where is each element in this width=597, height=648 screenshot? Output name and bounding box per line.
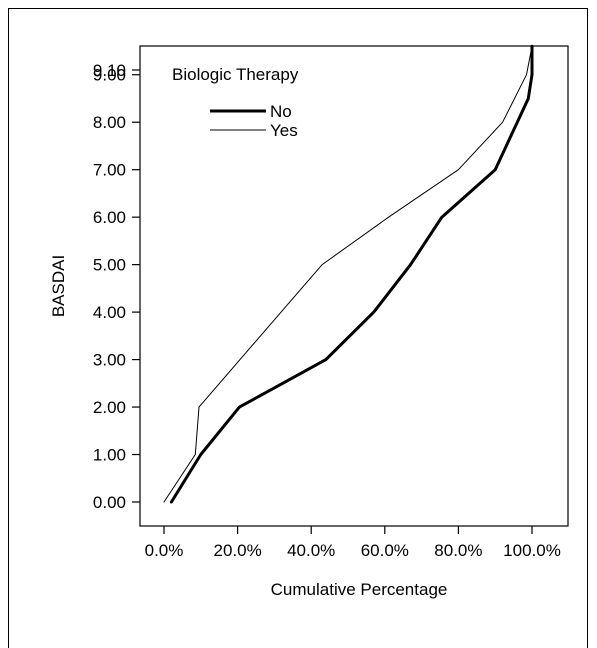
legend: Biologic Therapy No Yes (172, 65, 299, 140)
legend-title: Biologic Therapy (172, 65, 299, 84)
y-tick-label: 9.00 (93, 66, 126, 85)
y-tick-label: 0.00 (93, 493, 126, 512)
legend-label-yes: Yes (270, 121, 298, 140)
y-tick-label: 3.00 (93, 351, 126, 370)
plot-area-border (139, 45, 569, 527)
y-tick-label: 5.00 (93, 256, 126, 275)
y-tick-label: 2.00 (93, 398, 126, 417)
y-tick-label: 9.10 (93, 61, 126, 80)
x-tick-label: 40.0% (287, 541, 335, 560)
basdai-line-chart: 0.00 1.00 2.00 3.00 4.00 5.00 6.00 7.00 8.00 9.00… (49, 44, 569, 599)
series-line-yes (163, 45, 533, 503)
y-axis-title: BASDAI (49, 255, 68, 317)
y-tick-label: 4.00 (93, 303, 126, 322)
x-axis-title: Cumulative Percentage (271, 580, 448, 599)
x-axis: 0.0% 20.0% 40.0% 60.0% 80.0% 100.0% (145, 526, 561, 560)
figure-frame (8, 8, 588, 648)
y-tick-label: 7.00 (93, 161, 126, 180)
series-line-no (169, 44, 534, 504)
x-tick-label: 80.0% (434, 541, 482, 560)
x-tick-label: 20.0% (213, 541, 261, 560)
y-tick-label: 8.00 (93, 113, 126, 132)
x-tick-label: 100.0% (503, 541, 561, 560)
x-tick-label: 0.0% (145, 541, 184, 560)
y-tick-label: 1.00 (93, 446, 126, 465)
legend-label-no: No (270, 102, 292, 121)
y-tick-label: 6.00 (93, 208, 126, 227)
x-tick-label: 60.0% (361, 541, 409, 560)
y-axis: 0.00 1.00 2.00 3.00 4.00 5.00 6.00 7.00 8.00 9.00… (93, 61, 140, 512)
series-lines (163, 44, 534, 504)
